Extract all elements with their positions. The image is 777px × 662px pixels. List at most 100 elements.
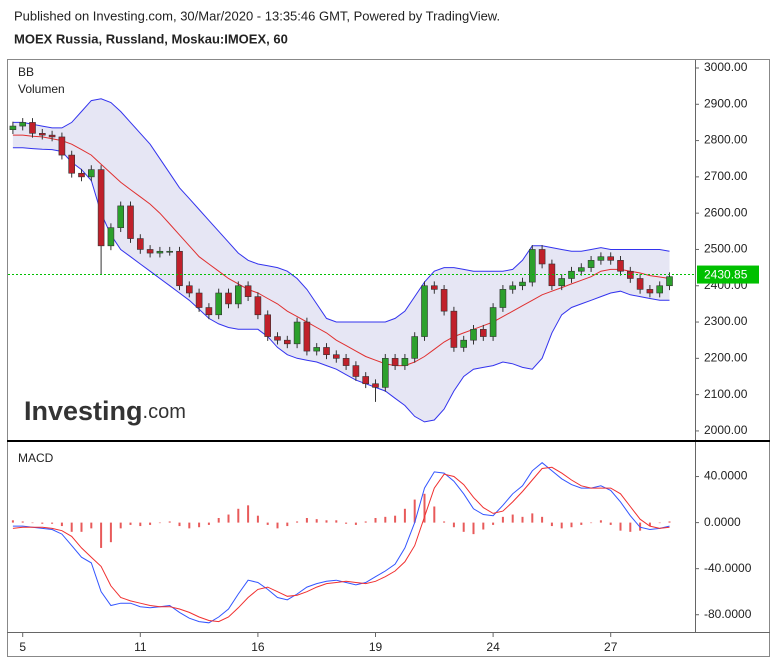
candle-body [264, 314, 272, 337]
y-tick-label: 2500.00 [704, 242, 748, 256]
histogram-bar [21, 521, 24, 523]
candle-body [29, 122, 36, 134]
y-tick-label: -80.0000 [704, 607, 752, 621]
y-tick-label: 40.0000 [704, 469, 748, 483]
histogram-bar [207, 522, 210, 525]
candle-body [411, 336, 419, 359]
histogram-bar [492, 522, 495, 525]
candle-body [88, 169, 95, 178]
histogram-bar [560, 522, 563, 529]
histogram-bar [590, 522, 593, 524]
candle-body [499, 289, 507, 308]
candle-body [617, 260, 624, 272]
candle-body [646, 289, 654, 294]
histogram-bar [90, 522, 93, 529]
candle-body [283, 339, 291, 345]
y-tick-label: 3000.00 [704, 60, 748, 74]
candle-body [528, 249, 536, 283]
histogram-bar [521, 516, 524, 523]
histogram-bar [286, 522, 289, 527]
candle-body [509, 285, 517, 290]
candle-body [636, 278, 644, 290]
histogram-bar [41, 522, 44, 524]
x-tick-label: 5 [19, 640, 26, 654]
candle-body [430, 285, 438, 290]
histogram-bar [648, 522, 651, 527]
candle-body [166, 250, 173, 253]
y-tick-label: 2600.00 [704, 205, 748, 219]
histogram-bar [658, 522, 661, 524]
macd-title: MACD [18, 451, 54, 465]
histogram-bar [403, 508, 406, 523]
histogram-bar [11, 520, 14, 523]
candle-body [215, 292, 222, 316]
candle-body [489, 307, 497, 337]
histogram-bar [570, 522, 573, 528]
histogram-bar [119, 522, 122, 529]
histogram-bar [168, 521, 171, 523]
candle-body [78, 172, 85, 178]
histogram-bar [100, 522, 103, 548]
candle-body [460, 339, 468, 348]
watermark-main: Investing [24, 396, 143, 426]
last-price-label: 2430.85 [704, 268, 748, 282]
candle-body [656, 285, 664, 294]
candle-body [9, 125, 17, 130]
histogram-bar [668, 521, 671, 523]
legend-bb: BB [18, 65, 34, 79]
candle-body [587, 260, 595, 268]
candle-body [127, 205, 134, 239]
candle-body [244, 285, 252, 297]
histogram-bar [276, 522, 279, 529]
candle-body [195, 292, 203, 308]
histogram-bar [31, 522, 34, 524]
candle-body [372, 383, 379, 388]
histogram-bar [80, 522, 83, 532]
candle-body [137, 238, 144, 250]
bb-upper [12, 98, 670, 323]
candle-body [293, 321, 301, 345]
candle-body [519, 281, 526, 287]
watermark-suffix: .com [143, 401, 186, 423]
histogram-bar [139, 522, 142, 527]
histogram-bar [501, 516, 504, 523]
candle-body [538, 249, 546, 265]
candle-body [450, 310, 458, 348]
histogram-bar [335, 520, 338, 523]
histogram-bar [374, 518, 377, 523]
histogram-bar [188, 522, 191, 529]
histogram-bar [384, 516, 387, 523]
candle-body [313, 347, 321, 352]
histogram-bar [364, 521, 367, 523]
histogram-bar [599, 520, 602, 523]
histogram-bar [629, 522, 632, 532]
histogram-bar [158, 522, 161, 524]
y-tick-label: 2700.00 [704, 169, 748, 183]
y-tick-label: 2100.00 [704, 387, 748, 401]
candle-body [58, 136, 66, 156]
y-tick-label: 2800.00 [704, 133, 748, 147]
histogram-bar [60, 522, 63, 527]
candle-body [117, 205, 124, 228]
histogram-bar [296, 521, 299, 523]
histogram-bar [550, 522, 553, 527]
candle-body [205, 307, 213, 316]
histogram-bar [51, 522, 54, 524]
histogram-bar [609, 522, 612, 525]
candle-body [254, 296, 262, 316]
histogram-bar [129, 522, 132, 525]
candle-body [666, 276, 673, 287]
histogram-bar [70, 522, 73, 532]
histogram-bar [217, 518, 220, 523]
candle-body [597, 256, 605, 261]
histogram-bar [227, 514, 230, 523]
candle-body [352, 365, 360, 377]
histogram-bar [305, 518, 308, 523]
signal-line [12, 466, 670, 623]
last-price-box [697, 265, 759, 284]
plot-layer: 2000.002100.002200.002300.002400.002500.… [8, 60, 759, 654]
candle-body [225, 292, 232, 305]
histogram-bar [198, 522, 201, 528]
histogram-bar [452, 522, 455, 528]
histogram-bar [109, 522, 112, 543]
